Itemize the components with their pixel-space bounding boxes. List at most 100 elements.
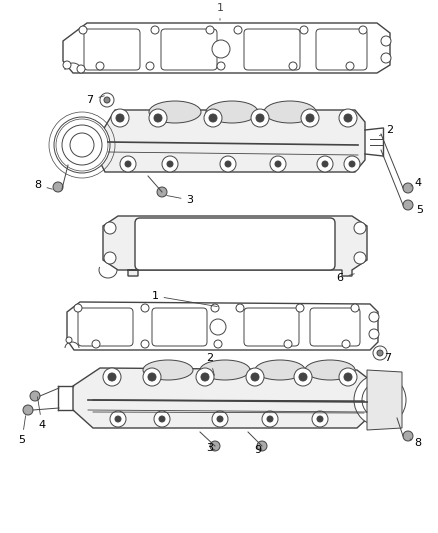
Circle shape: [74, 304, 82, 312]
Circle shape: [54, 117, 110, 173]
Circle shape: [159, 416, 165, 422]
Text: 7: 7: [380, 348, 392, 363]
Circle shape: [70, 133, 94, 157]
Circle shape: [111, 109, 129, 127]
Ellipse shape: [149, 101, 201, 123]
Circle shape: [301, 109, 319, 127]
Circle shape: [317, 416, 323, 422]
FancyBboxPatch shape: [316, 29, 367, 70]
Circle shape: [369, 329, 379, 339]
Circle shape: [212, 411, 228, 427]
Circle shape: [349, 161, 355, 167]
Circle shape: [344, 373, 352, 381]
Circle shape: [141, 340, 149, 348]
Circle shape: [66, 337, 72, 343]
Circle shape: [214, 340, 222, 348]
Text: 4: 4: [37, 397, 46, 430]
Ellipse shape: [305, 360, 355, 380]
Circle shape: [63, 61, 71, 69]
Circle shape: [346, 62, 354, 70]
Ellipse shape: [206, 101, 258, 123]
Text: 2: 2: [379, 125, 394, 136]
Ellipse shape: [255, 360, 305, 380]
FancyBboxPatch shape: [152, 308, 207, 346]
Circle shape: [23, 405, 33, 415]
Circle shape: [403, 200, 413, 210]
FancyBboxPatch shape: [161, 29, 217, 70]
Text: 1: 1: [152, 291, 217, 306]
Circle shape: [62, 125, 102, 165]
Circle shape: [284, 340, 292, 348]
Circle shape: [96, 62, 104, 70]
Circle shape: [116, 114, 124, 122]
Polygon shape: [63, 23, 390, 73]
Circle shape: [30, 391, 40, 401]
Circle shape: [299, 373, 307, 381]
Circle shape: [344, 156, 360, 172]
Circle shape: [351, 304, 359, 312]
Circle shape: [257, 441, 267, 451]
Circle shape: [236, 304, 244, 312]
Circle shape: [204, 109, 222, 127]
Circle shape: [162, 156, 178, 172]
Circle shape: [369, 312, 379, 322]
Circle shape: [312, 411, 328, 427]
Circle shape: [403, 183, 413, 193]
Circle shape: [115, 416, 121, 422]
FancyBboxPatch shape: [310, 308, 360, 346]
Circle shape: [267, 416, 273, 422]
Circle shape: [306, 114, 314, 122]
Circle shape: [103, 368, 121, 386]
FancyBboxPatch shape: [84, 29, 140, 70]
Circle shape: [275, 161, 281, 167]
Circle shape: [373, 346, 387, 360]
Polygon shape: [367, 370, 402, 430]
Circle shape: [209, 114, 217, 122]
Circle shape: [210, 441, 220, 451]
FancyBboxPatch shape: [244, 308, 299, 346]
Text: 5: 5: [411, 205, 424, 215]
Circle shape: [246, 368, 264, 386]
Circle shape: [359, 26, 367, 34]
Circle shape: [294, 368, 312, 386]
Text: 3: 3: [167, 195, 194, 205]
Circle shape: [211, 304, 219, 312]
Circle shape: [317, 156, 333, 172]
Text: 3: 3: [206, 443, 215, 453]
Polygon shape: [103, 216, 367, 276]
Circle shape: [362, 382, 398, 418]
Circle shape: [100, 93, 114, 107]
Ellipse shape: [143, 360, 193, 380]
Circle shape: [251, 373, 259, 381]
Circle shape: [108, 373, 116, 381]
Circle shape: [146, 62, 154, 70]
Circle shape: [201, 373, 209, 381]
Text: 5: 5: [18, 416, 25, 445]
Polygon shape: [67, 302, 378, 350]
Circle shape: [104, 222, 116, 234]
Text: 8: 8: [35, 180, 52, 190]
Circle shape: [339, 109, 357, 127]
Text: 1: 1: [216, 3, 223, 20]
Circle shape: [77, 65, 85, 73]
Text: 9: 9: [254, 445, 262, 455]
Text: 4: 4: [411, 178, 421, 188]
Circle shape: [125, 161, 131, 167]
Circle shape: [148, 373, 156, 381]
Circle shape: [251, 109, 269, 127]
Circle shape: [212, 40, 230, 58]
Circle shape: [339, 368, 357, 386]
FancyBboxPatch shape: [135, 218, 335, 270]
Circle shape: [354, 222, 366, 234]
FancyBboxPatch shape: [244, 29, 300, 70]
Circle shape: [296, 304, 304, 312]
Circle shape: [104, 252, 116, 264]
Circle shape: [154, 114, 162, 122]
Ellipse shape: [264, 101, 316, 123]
Circle shape: [167, 161, 173, 167]
Circle shape: [322, 161, 328, 167]
Circle shape: [381, 53, 391, 63]
Circle shape: [206, 26, 214, 34]
Circle shape: [196, 368, 214, 386]
Circle shape: [270, 156, 286, 172]
